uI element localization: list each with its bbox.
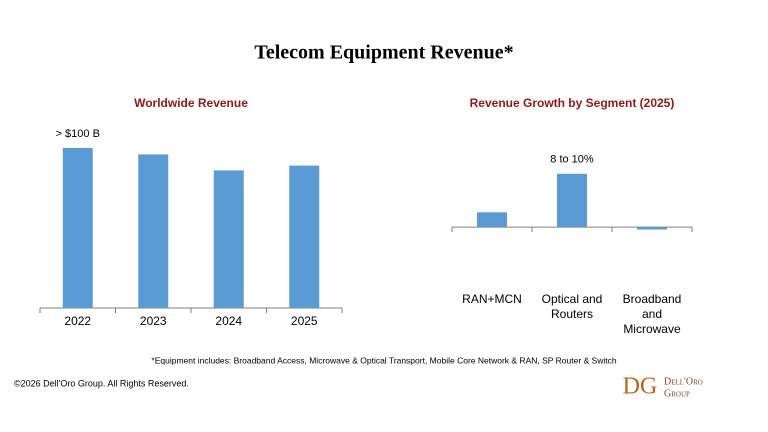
x-tick-label: Optical and Routers: [541, 292, 603, 321]
bar: [213, 170, 244, 308]
footnote: *Equipment includes: Broadband Access, M…: [151, 355, 616, 365]
value-label: 8 to 10%: [550, 154, 594, 166]
bar: [62, 148, 93, 308]
x-tick-label: 2024: [215, 314, 242, 328]
bar: [477, 212, 507, 228]
logo-name: Dell'Oro: [664, 376, 703, 387]
bar: [637, 227, 667, 230]
bar: [138, 154, 169, 308]
copyright: ©2026 Dell'Oro Group. All Rights Reserve…: [14, 378, 189, 388]
logo-group: Group: [664, 388, 690, 399]
x-tick-label: 2025: [291, 314, 318, 328]
x-tick-label: Broadband and Microwave: [622, 292, 682, 336]
x-tick-label: 2023: [140, 314, 167, 328]
x-tick-label: RAN+MCN: [462, 292, 522, 306]
chart-title: Revenue Growth by Segment (2025): [470, 96, 675, 110]
logo-mark: DG: [623, 374, 658, 400]
value-label: > $100 B: [56, 128, 100, 140]
slide-title: Telecom Equipment Revenue*: [254, 42, 513, 64]
x-tick-label: 2022: [64, 314, 91, 328]
bar: [289, 165, 320, 308]
bar: [557, 173, 587, 228]
chart-title: Worldwide Revenue: [134, 96, 248, 110]
